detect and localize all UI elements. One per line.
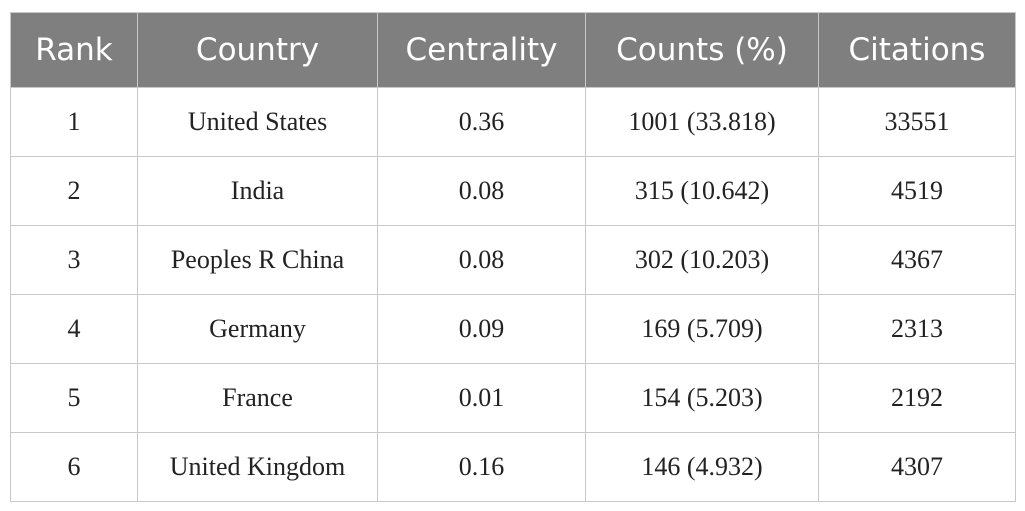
table-row: 4 Germany 0.09 169 (5.709) 2313: [10, 294, 1016, 364]
table-cell: France: [137, 363, 378, 433]
table-cell: 302 (10.203): [585, 225, 819, 295]
table-cell: 2313: [818, 294, 1016, 364]
table-cell: 169 (5.709): [585, 294, 819, 364]
header-cell: Citations: [818, 12, 1016, 88]
table-cell: 1: [10, 87, 138, 157]
table-cell: India: [137, 156, 378, 226]
header-cell: Centrality: [377, 12, 586, 88]
data-table: Rank Country Centrality Counts (%) Citations…: [10, 12, 1016, 502]
header-cell: Counts (%): [585, 12, 819, 88]
table-cell: 4: [10, 294, 138, 364]
table-cell: United Kingdom: [137, 432, 378, 502]
table-cell: 4307: [818, 432, 1016, 502]
table-cell: 0.01: [377, 363, 586, 433]
table-row: 5 France 0.01 154 (5.203) 2192: [10, 363, 1016, 433]
table-cell: 0.08: [377, 225, 586, 295]
table-cell: 1001 (33.818): [585, 87, 819, 157]
table-row: 1 United States 0.36 1001 (33.818) 33551: [10, 87, 1016, 157]
table-cell: 0.08: [377, 156, 586, 226]
header-cell: Rank: [10, 12, 138, 88]
table-cell: 2: [10, 156, 138, 226]
table-cell: 2192: [818, 363, 1016, 433]
table-cell: 4519: [818, 156, 1016, 226]
table-cell: 6: [10, 432, 138, 502]
table-cell: 146 (4.932): [585, 432, 819, 502]
table-cell: 0.09: [377, 294, 586, 364]
table-cell: 3: [10, 225, 138, 295]
table-cell: United States: [137, 87, 378, 157]
table-cell: 315 (10.642): [585, 156, 819, 226]
table-row: 3 Peoples R China 0.08 302 (10.203) 4367: [10, 225, 1016, 295]
table-body: 1 United States 0.36 1001 (33.818) 33551 2 Ind…: [10, 87, 1016, 502]
table-row: 2 India 0.08 315 (10.642) 4519: [10, 156, 1016, 226]
table-cell: 33551: [818, 87, 1016, 157]
table-cell: 5: [10, 363, 138, 433]
table-cell: 0.36: [377, 87, 586, 157]
table-cell: 154 (5.203): [585, 363, 819, 433]
table-cell: 4367: [818, 225, 1016, 295]
table-row: 6 United Kingdom 0.16 146 (4.932) 4307: [10, 432, 1016, 502]
table-cell: Germany: [137, 294, 378, 364]
header-row: Rank Country Centrality Counts (%) Citations: [10, 12, 1016, 88]
table-cell: 0.16: [377, 432, 586, 502]
header-cell: Country: [137, 12, 378, 88]
table-cell: Peoples R China: [137, 225, 378, 295]
